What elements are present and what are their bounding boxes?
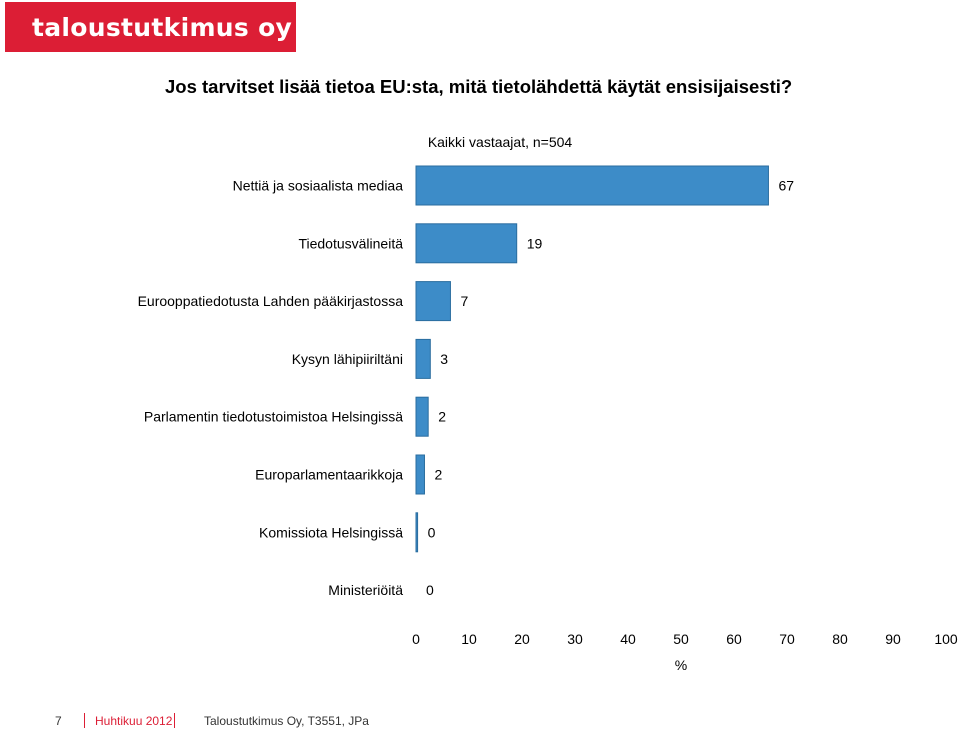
chart-title: Jos tarvitset lisää tietoa EU:sta, mitä … [165,76,793,97]
x-tick-label: 50 [673,631,689,647]
x-tick-label: 10 [461,631,477,647]
footer-divider [84,713,85,728]
data-label: 0 [426,582,434,598]
x-tick-label: 60 [726,631,742,647]
category-label: Komissiota Helsingissä [259,524,403,540]
data-label: 3 [440,351,448,367]
chart-subtitle: Kaikki vastaajat, n=504 [427,134,573,150]
footer: 7 Huhtikuu 2012 Taloustutkimus Oy, T3551… [0,713,960,730]
data-label: 67 [778,178,794,194]
data-label: 7 [460,293,468,309]
data-label: 2 [434,467,442,483]
category-label: Europarlamentaarikkoja [255,467,403,483]
x-tick-label: 100 [934,631,958,647]
x-tick-label: 70 [779,631,795,647]
category-label: Parlamentin tiedotustoimistoa Helsingiss… [144,409,403,425]
category-label: Tiedotusvälineitä [298,235,403,251]
data-label: 19 [527,235,543,251]
x-tick-label: 90 [885,631,901,647]
logo-text: taloustutkimus oy [32,12,293,42]
bar [415,396,429,437]
bar [415,338,431,379]
x-tick-label: 40 [620,631,636,647]
brand-logo: taloustutkimus oy [5,2,296,52]
bar [415,223,518,264]
x-tick-label: 80 [832,631,848,647]
bar-chart: Nettiä ja sosiaalista mediaa 67 Tiedotusvä… [138,165,958,673]
data-label: 2 [438,409,446,425]
footer-date: Huhtikuu 2012 [95,714,173,728]
footer-divider [174,713,175,728]
bar [415,165,769,206]
category-label: Eurooppatiedotusta Lahden pääkirjastossa [138,293,404,309]
x-tick-label: 20 [514,631,530,647]
category-label: Nettiä ja sosiaalista mediaa [233,178,404,194]
bar [415,281,451,322]
x-tick-label: 0 [412,631,420,647]
bar [415,512,419,553]
footer-source: Taloustutkimus Oy, T3551, JPa [204,714,369,728]
footer-page-number: 7 [55,714,62,728]
bar [415,454,425,495]
x-axis-label: % [675,657,687,673]
data-label: 0 [428,524,436,540]
x-tick-label: 30 [567,631,583,647]
category-label: Kysyn lähipiiriltäni [292,351,403,367]
category-label: Ministeriöitä [328,582,403,598]
